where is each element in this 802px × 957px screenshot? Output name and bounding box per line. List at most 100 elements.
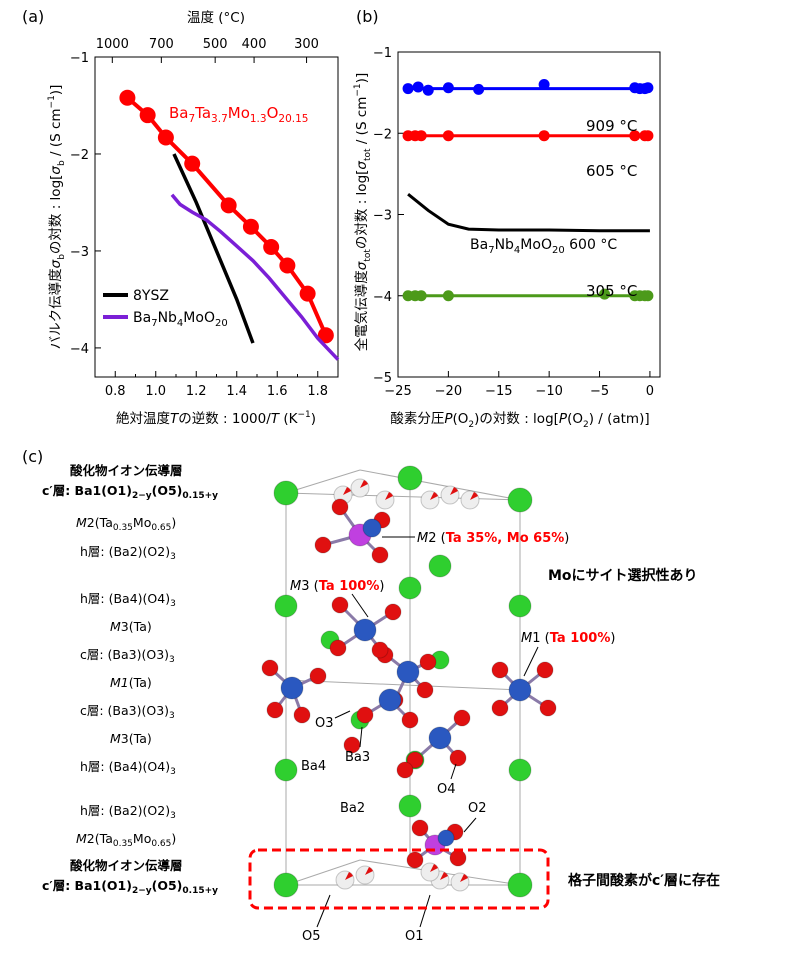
o5-pointer: [316, 894, 331, 928]
b-point: [412, 81, 424, 93]
panel-a-series: [119, 89, 340, 361]
atom-spheres: [261, 465, 557, 898]
b-point: [473, 83, 485, 95]
atom-label-o5: O5: [302, 929, 321, 944]
atom-sphere: [406, 751, 424, 769]
b-xtick-label: −25: [384, 384, 411, 399]
layer-list: 酸化物イオン伝導層 c′層: Ba1(O1)2−y(O5)0.15+y M2(T…: [42, 463, 218, 896]
a-xtick-label: 1.4: [226, 384, 247, 399]
panel-b-y-label: 全電気伝導度σtotの対数 : log[σtot / (S cm−1)]: [353, 73, 373, 351]
atom-sphere: [280, 676, 304, 700]
b-point: [642, 82, 654, 94]
atom-sphere: [378, 688, 402, 712]
b-ytick-label: −3: [373, 209, 392, 224]
atom-sphere: [309, 667, 327, 685]
atom-sphere: [437, 829, 455, 847]
layer-m1: M1(Ta): [110, 675, 152, 690]
layer-m3-top: M3(Ta): [110, 619, 152, 634]
atom-sphere: [450, 487, 458, 495]
b-point: [642, 290, 654, 302]
a-xtick-label: 1.0: [145, 384, 166, 399]
a-series-line-1: [172, 153, 255, 344]
b-ytick-label: −1: [373, 46, 392, 61]
atom-sphere: [329, 639, 347, 657]
legend-8ysz-label: 8YSZ: [133, 288, 169, 304]
a-xtick-label: 1.2: [186, 384, 207, 399]
atom-sphere: [449, 749, 467, 767]
m1-pointer: [523, 646, 539, 677]
atom-sphere: [365, 867, 373, 875]
b-point: [538, 79, 550, 90]
a-toptick-label: 300: [294, 37, 319, 52]
panel-b-chart: −25 −20 −15 −10 −5 0 −1 −2 −3 −4 −5: [373, 46, 661, 399]
a-series-line-2: [170, 193, 340, 361]
atom-sphere: [508, 594, 532, 618]
label-909: 909 °C: [586, 117, 637, 135]
atom-sphere: [261, 659, 279, 677]
b-point: [442, 82, 454, 94]
b-ytick-label: −4: [373, 290, 392, 305]
atom-sphere: [411, 819, 429, 837]
atom-sphere: [360, 480, 368, 488]
atom-sphere: [449, 849, 467, 867]
a-point: [220, 197, 237, 214]
layer-m3-bottom: M3(Ta): [110, 731, 152, 746]
b-point: [442, 130, 454, 142]
m1-site-label: M1 (Ta 100%): [521, 631, 615, 646]
a-toptick-label: 400: [242, 37, 267, 52]
atom-sphere: [384, 603, 402, 621]
b-point: [415, 130, 427, 142]
layer-top-title: 酸化物イオン伝導層: [70, 463, 183, 478]
m3-pointer: [351, 593, 369, 618]
b-series-line-2: [407, 193, 650, 233]
atom-sphere: [491, 661, 509, 679]
atom-sphere: [331, 596, 349, 614]
m2-site-label: M2 (Ta 35%, Mo 65%): [417, 531, 569, 546]
atom-sphere: [293, 706, 311, 724]
b-xtick-label: −20: [435, 384, 462, 399]
atom-label-ba2: Ba2: [340, 801, 365, 816]
atom-sphere: [371, 546, 389, 564]
panel-a-y-label: バルク伝導度σbの対数 : log[σb / (S cm−1)]: [47, 85, 67, 350]
atom-sphere: [371, 641, 389, 659]
atom-sphere: [460, 874, 468, 882]
a-point: [263, 239, 280, 256]
atom-sphere: [508, 678, 532, 702]
b-ytick-label: −5: [373, 371, 392, 386]
b-xtick-label: −15: [485, 384, 512, 399]
b-ytick-label: −2: [373, 127, 392, 142]
atom-sphere: [428, 554, 452, 578]
a-ytick-label: −3: [70, 245, 89, 260]
layer-c-ba3-top: c層: (Ba3)(O3)3: [80, 647, 175, 665]
atom-sphere: [406, 851, 424, 869]
atom-sphere: [385, 492, 393, 500]
a-toptick-label: 1000: [96, 37, 129, 52]
layer-bottom-formula: c′層: Ba1(O1)2−y(O5)0.15+y: [42, 878, 218, 896]
m3-site-label: M3 (Ta 100%): [290, 579, 384, 594]
o2-pointer: [463, 817, 477, 833]
atom-sphere: [508, 758, 532, 782]
panel-a-top-axis-label: 温度 (°C): [187, 10, 245, 26]
a-ytick-label: −4: [70, 342, 89, 357]
atom-label-o1: O1: [405, 929, 424, 944]
a-series-line-0: [126, 96, 328, 337]
atom-sphere: [419, 653, 437, 671]
b-xtick-label: −10: [535, 384, 562, 399]
b-point: [415, 290, 427, 302]
atom-sphere: [430, 492, 438, 500]
atom-sphere: [440, 872, 448, 880]
atom-sphere: [398, 576, 422, 600]
atom-sphere: [273, 872, 299, 898]
o1-pointer: [419, 894, 431, 928]
a-point: [242, 218, 259, 235]
panel-b-x-label: 酸素分圧P(O2)の対数 : log[P(O2) / (atm)]: [390, 411, 649, 430]
a-point: [317, 327, 334, 344]
label-ba7nb4moo20-600: Ba7Nb4MoO20 600 °C: [470, 237, 617, 256]
layer-m2-top: M2(Ta0.35Mo0.65): [76, 515, 176, 533]
atom-sphere: [273, 480, 299, 506]
atom-sphere: [398, 794, 422, 818]
layer-c-ba3-bottom: c層: (Ba3)(O3)3: [80, 703, 175, 721]
ba3-pointer: [359, 726, 363, 748]
panel-c-label: (c): [22, 447, 43, 466]
